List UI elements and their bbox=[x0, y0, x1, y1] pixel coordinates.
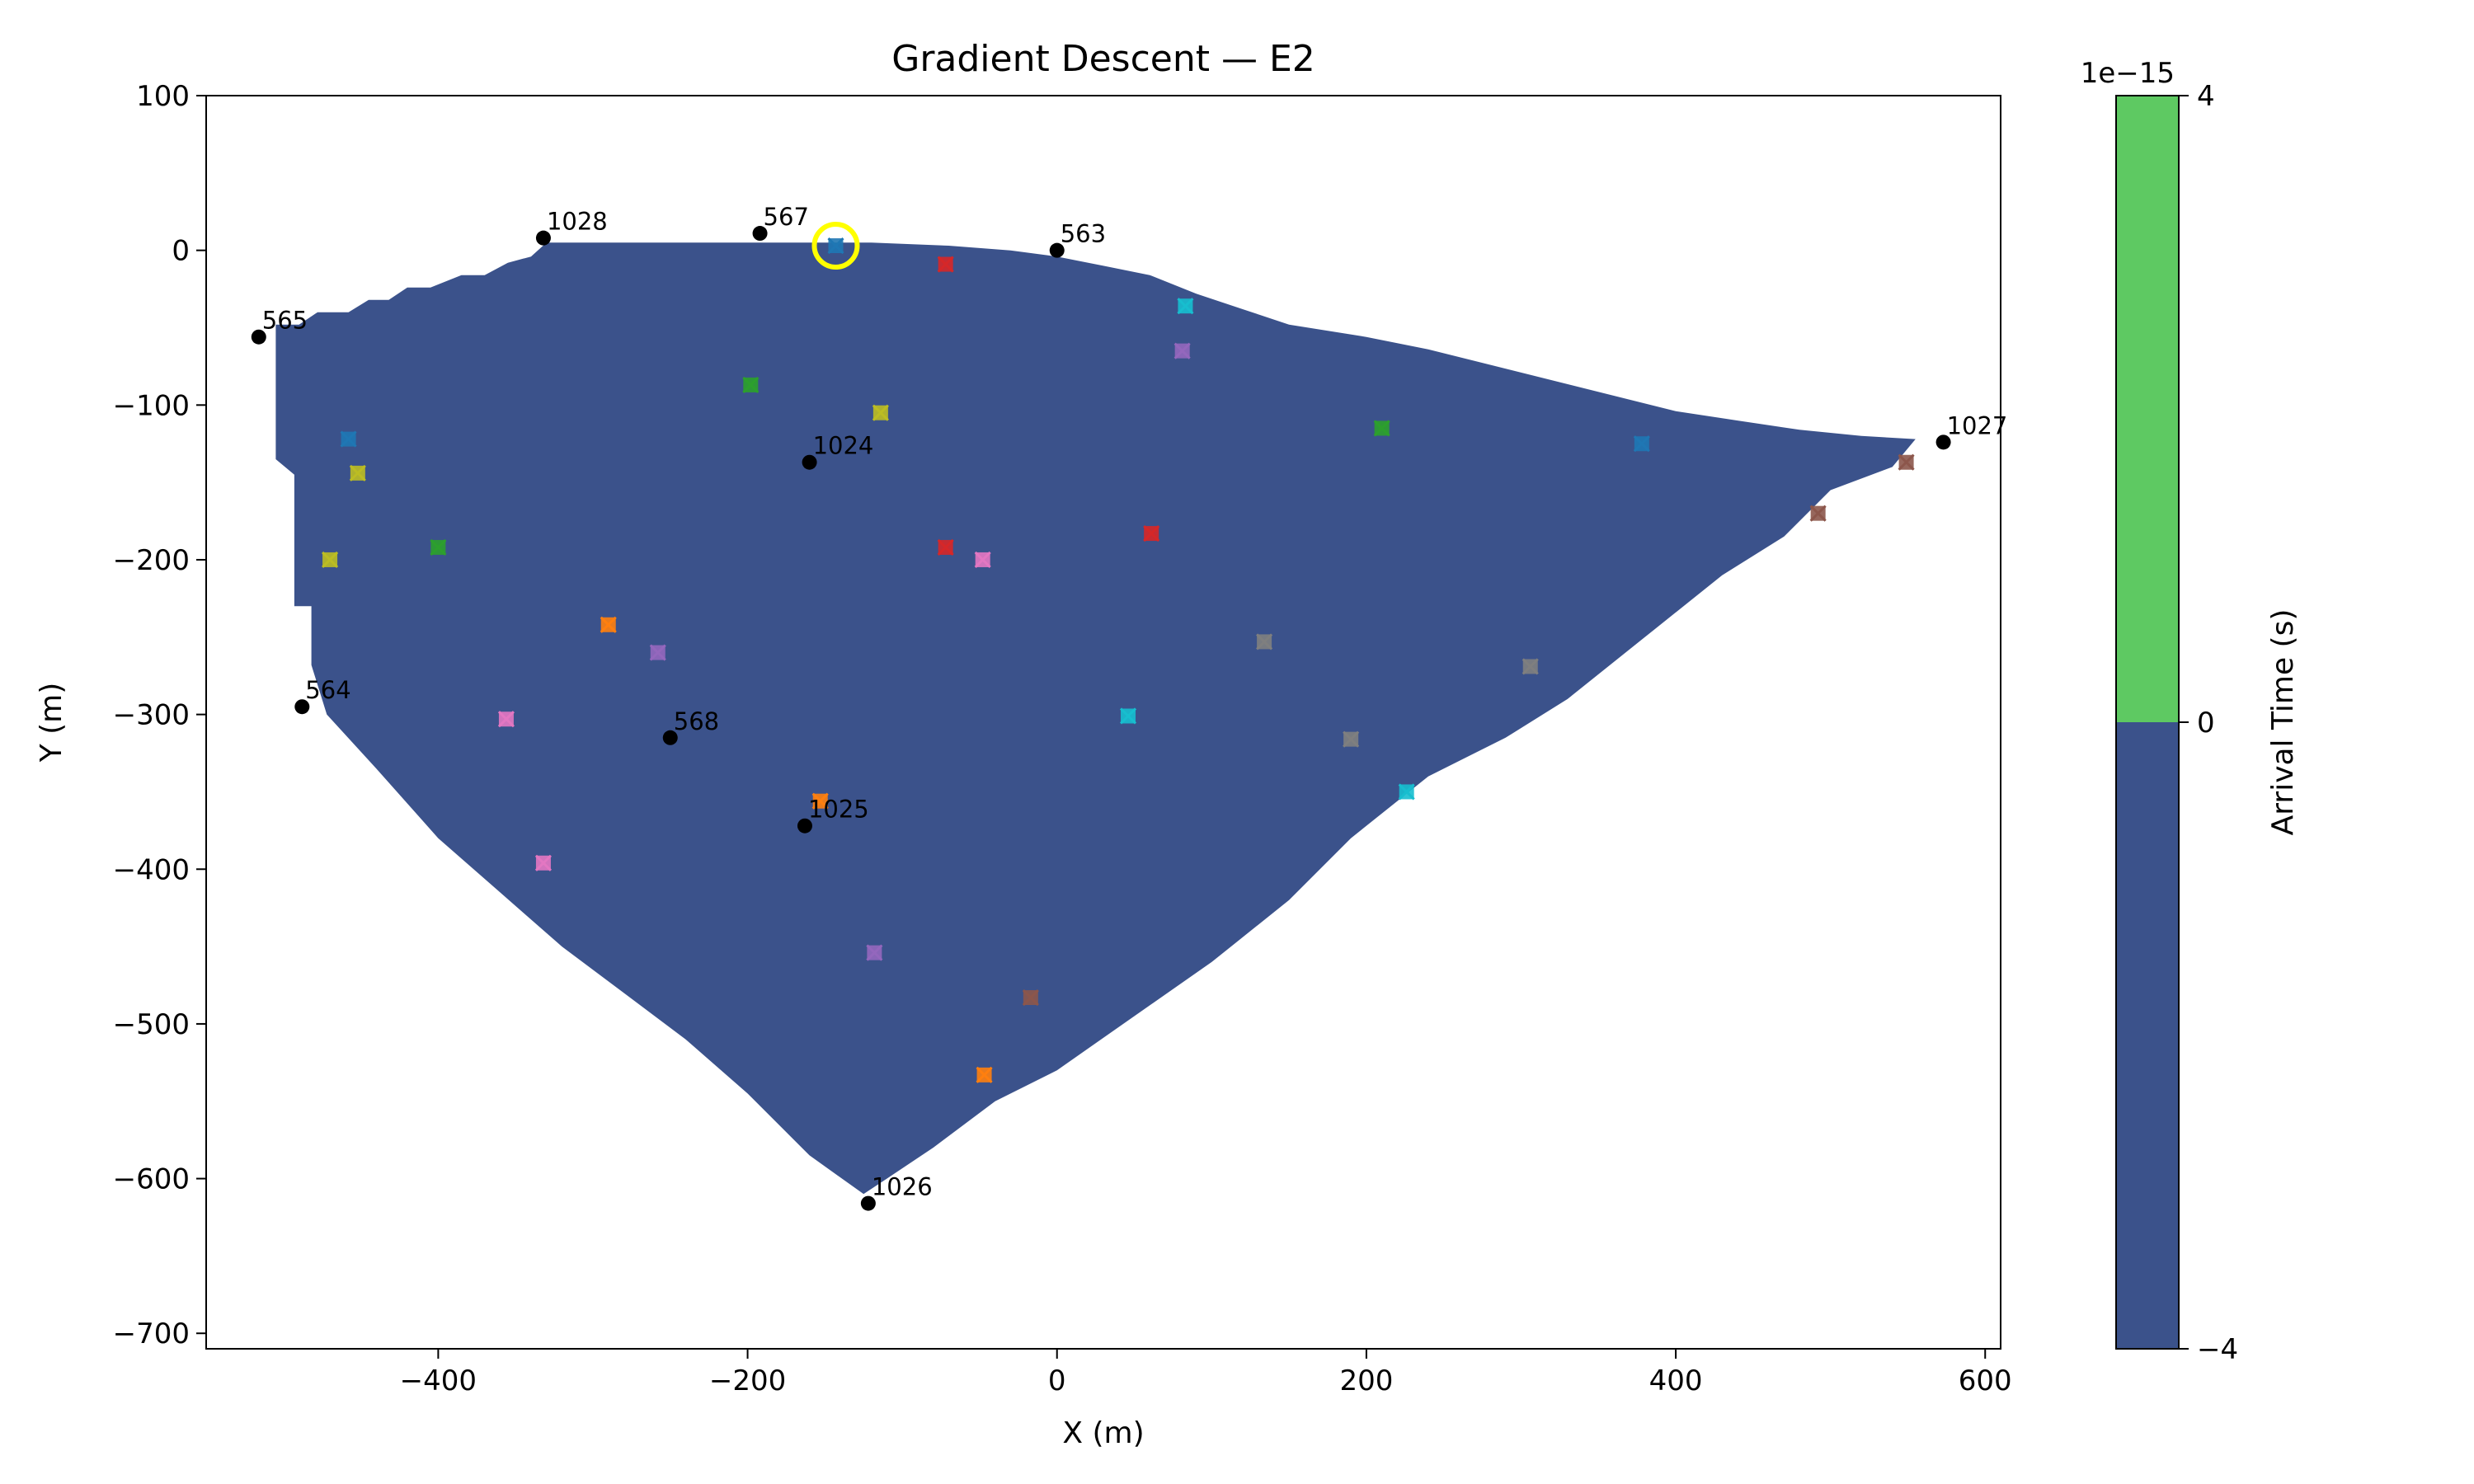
station-coverage-region bbox=[275, 242, 1916, 1195]
stations: 1028 567 563 565 1024 1027 564 568 1025 1026 bbox=[251, 203, 2008, 1211]
colorbar-segment bbox=[2116, 722, 2179, 1349]
x-tick-label: 600 bbox=[1959, 1364, 2012, 1397]
trial-point bbox=[1143, 525, 1160, 542]
trial-point bbox=[1522, 658, 1539, 675]
x-tick-label: −400 bbox=[400, 1364, 477, 1397]
trial-point bbox=[1398, 783, 1415, 801]
trial-point bbox=[1119, 707, 1137, 725]
trial-point bbox=[497, 711, 515, 728]
trial-point bbox=[742, 376, 760, 393]
station-label: 563 bbox=[1061, 220, 1106, 248]
trial-point bbox=[534, 854, 552, 871]
colorbar-segments bbox=[2116, 96, 2179, 1349]
station-label: 567 bbox=[764, 203, 809, 231]
trial-point bbox=[600, 616, 617, 633]
x-tick-label: −200 bbox=[709, 1364, 786, 1397]
colorbar-label: Arrival Time (s) bbox=[2266, 609, 2300, 836]
trial-points bbox=[322, 237, 1915, 1083]
trial-point bbox=[1174, 342, 1191, 359]
trial-point bbox=[649, 644, 666, 661]
trial-point bbox=[1022, 989, 1039, 1007]
trial-point bbox=[1809, 505, 1827, 522]
trial-point bbox=[866, 944, 883, 961]
x-tick-label: 200 bbox=[1339, 1364, 1393, 1397]
colorbar-ticks: 4 0 −4 bbox=[2179, 80, 2238, 1366]
trial-point bbox=[937, 538, 954, 556]
trial-point bbox=[1343, 730, 1360, 748]
y-axis-title: Y (m) bbox=[35, 683, 68, 763]
station-marker bbox=[535, 230, 551, 246]
y-axis: 100 0 −100 −200 −300 −400 −500 −600 −700 bbox=[113, 80, 206, 1350]
y-tick-label: −300 bbox=[113, 699, 190, 732]
station-marker bbox=[251, 329, 266, 345]
trial-point bbox=[1633, 435, 1650, 453]
trial-point bbox=[349, 464, 366, 481]
station-label: 1028 bbox=[547, 208, 608, 236]
trial-point bbox=[872, 404, 889, 421]
station-label: 565 bbox=[262, 307, 308, 335]
trial-point bbox=[976, 1066, 993, 1083]
chart-title: Gradient Descent — E2 bbox=[891, 38, 1315, 80]
station-marker bbox=[802, 454, 817, 470]
y-tick-label: −500 bbox=[113, 1008, 190, 1041]
trial-point bbox=[340, 430, 357, 448]
y-tick-label: −600 bbox=[113, 1163, 190, 1196]
station-marker bbox=[797, 818, 812, 834]
trial-point bbox=[1373, 420, 1390, 437]
colorbar-tick-label: −4 bbox=[2197, 1333, 2238, 1366]
colorbar-segment bbox=[2116, 96, 2179, 722]
plot-frame bbox=[205, 95, 2001, 1350]
y-tick-label: 100 bbox=[136, 80, 190, 113]
station-label: 1025 bbox=[808, 796, 869, 824]
plot-area: 1028 567 563 565 1024 1027 564 568 1025 1026 bbox=[251, 203, 2008, 1211]
station-label: 1027 bbox=[1947, 411, 2008, 439]
y-tick-label: 0 bbox=[172, 235, 190, 268]
trial-point bbox=[811, 792, 829, 810]
station-marker bbox=[752, 226, 768, 242]
station-label: 568 bbox=[674, 707, 719, 735]
y-tick-label: −200 bbox=[113, 544, 190, 577]
station-marker bbox=[662, 730, 678, 745]
y-tick-label: −400 bbox=[113, 853, 190, 886]
y-tick-label: −100 bbox=[113, 389, 190, 422]
x-axis-title: X (m) bbox=[1062, 1416, 1144, 1450]
x-axis: −400 −200 0 200 400 600 bbox=[400, 1349, 2012, 1397]
trial-point bbox=[1177, 298, 1194, 315]
colorbar: 4 0 −4 1e−15 Arrival Time (s) bbox=[2081, 57, 2300, 1366]
station-label: 1024 bbox=[813, 432, 874, 460]
station-label: 1026 bbox=[872, 1173, 933, 1201]
station-marker bbox=[294, 699, 310, 715]
station-marker bbox=[1935, 434, 1951, 450]
x-tick-label: 400 bbox=[1649, 1364, 1703, 1397]
colorbar-tick-label: 4 bbox=[2197, 80, 2215, 113]
trial-point bbox=[322, 551, 339, 569]
station-marker bbox=[860, 1195, 876, 1211]
station-label: 564 bbox=[305, 676, 350, 704]
y-tick-label: −700 bbox=[113, 1317, 190, 1350]
x-tick-label: 0 bbox=[1048, 1364, 1066, 1397]
trial-point bbox=[1898, 453, 1915, 471]
trial-point bbox=[430, 538, 447, 556]
trial-point bbox=[937, 256, 954, 273]
best-estimate-marker bbox=[811, 222, 860, 270]
colorbar-tick-label: 0 bbox=[2197, 707, 2215, 740]
trial-point bbox=[827, 237, 844, 255]
trial-point bbox=[1256, 633, 1273, 650]
colorbar-multiplier: 1e−15 bbox=[2081, 57, 2175, 90]
station-marker bbox=[1049, 242, 1065, 258]
trial-point bbox=[974, 551, 991, 569]
